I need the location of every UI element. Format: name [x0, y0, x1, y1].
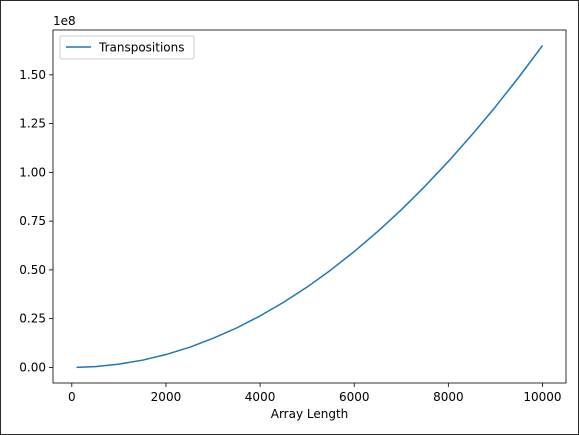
plot-area: [52, 29, 567, 384]
y-tick-label: 0.25: [19, 312, 46, 326]
y-tick-label: 1.25: [19, 117, 46, 131]
y-axis: 0.00 0.25 0.50 0.75 1.00 1.25 1.50: [19, 68, 53, 374]
x-tick-label: 4000: [245, 390, 276, 404]
y-tick-label: 1.00: [19, 165, 46, 179]
y-tick-label: 0.00: [19, 360, 46, 374]
x-tick-label: 2000: [151, 390, 182, 404]
x-tick-label: 0: [68, 390, 76, 404]
legend-box: [59, 35, 195, 60]
x-axis-title: Array Length: [271, 407, 349, 421]
legend-label-transpositions: Transpositions: [98, 41, 185, 55]
x-tick-label: 6000: [339, 390, 370, 404]
y-axis-offset-label: 1e8: [53, 14, 76, 28]
x-axis: 0 2000 4000 6000 8000 10000: [68, 383, 562, 404]
series-line-1: [76, 45, 544, 369]
x-tick-label: 10000: [523, 390, 561, 404]
x-tick-label: 8000: [433, 390, 464, 404]
y-tick-label: 0.75: [19, 214, 46, 228]
legend: Transpositions: [59, 35, 195, 60]
series-group: [76, 45, 544, 369]
y-tick-label: 0.50: [19, 263, 46, 277]
y-tick-label: 1.50: [19, 68, 46, 82]
